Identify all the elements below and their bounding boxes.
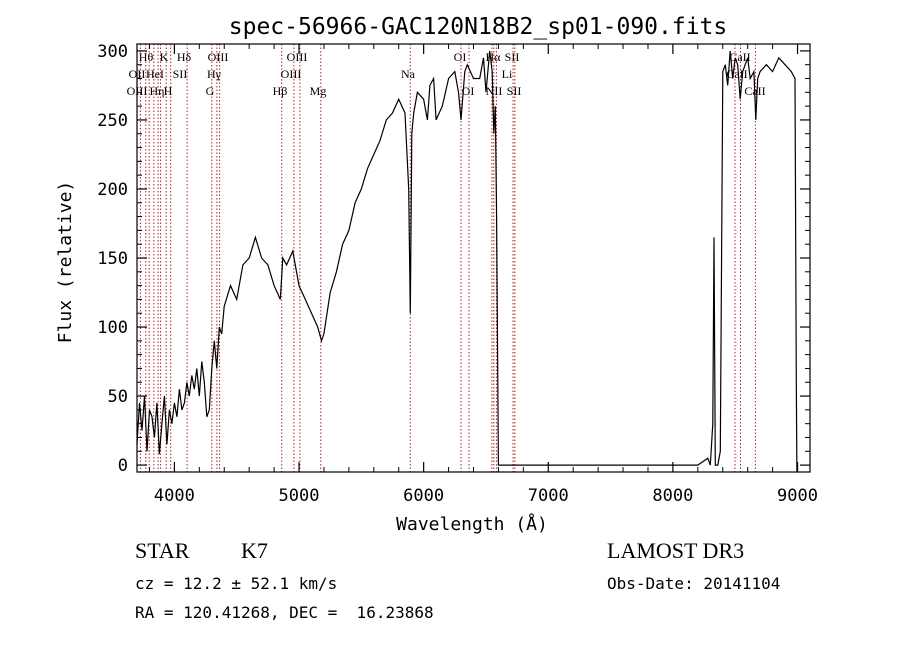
x-tick-label-7000: 7000 <box>528 486 569 506</box>
spectral-line-markers <box>139 44 756 472</box>
line-label-23: OI <box>462 84 475 98</box>
y-tick-label-50: 50 <box>108 387 128 407</box>
x-tick-label-4000: 4000 <box>154 486 195 506</box>
line-label-6: OI <box>454 50 467 64</box>
x-tick-label-9000: 9000 <box>777 486 818 506</box>
line-label-16: CaII <box>726 67 747 81</box>
line-label-0: Hθ <box>139 50 154 64</box>
y-tick-label-200: 200 <box>97 180 128 200</box>
line-label-13: Hγ <box>207 67 222 81</box>
line-label-25: SII <box>507 84 522 98</box>
spectrum-line <box>136 50 798 473</box>
x-tick-label-5000: 5000 <box>279 486 320 506</box>
y-tick-label-150: 150 <box>97 249 128 269</box>
line-label-1: K <box>160 50 169 64</box>
y-tick-label-100: 100 <box>97 318 128 338</box>
x-axis-label: Wavelength (Å) <box>396 513 548 535</box>
line-label-11: HeI <box>146 67 164 81</box>
x-axis: 4000 5000 6000 7000 8000 9000 <box>148 44 818 506</box>
line-label-3: OIII <box>208 50 229 64</box>
line-label-24: NII <box>486 84 503 98</box>
line-label-18: Hη <box>150 84 165 98</box>
x-tick-label-6000: 6000 <box>403 486 444 506</box>
y-tick-label-0: 0 <box>118 456 128 476</box>
line-label-15: Li <box>502 67 513 81</box>
redshift-readout: cz = 12.2 ± 52.1 km/s <box>135 574 338 593</box>
line-label-9: CaII <box>729 50 750 64</box>
y-tick-label-250: 250 <box>97 111 128 131</box>
y-tick-label-300: 300 <box>97 42 128 62</box>
line-label-7: Hα <box>486 50 502 64</box>
obs-date: Obs-Date: 20141104 <box>607 574 781 593</box>
object-subclass: K7 <box>241 538 268 563</box>
line-label-19: H <box>164 84 173 98</box>
line-label-8: SII <box>505 50 520 64</box>
object-class: STAR <box>135 538 190 563</box>
line-label-21: Hβ <box>273 84 288 98</box>
survey-name: LAMOST DR3 <box>607 538 745 563</box>
line-label-5: Na <box>401 67 416 81</box>
coordinates-readout: RA = 120.41268, DEC = 16.23868 <box>135 603 434 622</box>
y-axis-label: Flux (relative) <box>55 181 76 344</box>
line-label-12: SII <box>173 67 188 81</box>
plot-frame <box>136 43 811 473</box>
line-label-4: OIII <box>287 50 308 64</box>
line-label-20: G <box>206 84 215 98</box>
x-tick-label-8000: 8000 <box>652 486 693 506</box>
chart-title: spec-56966-GAC120N18B2_sp01-090.fits <box>229 14 728 40</box>
line-label-22: Mg <box>310 84 327 98</box>
y-axis: 0 50 100 150 200 250 300 <box>97 42 810 476</box>
line-label-14: OIII <box>281 67 302 81</box>
line-label-2: Hδ <box>177 50 192 64</box>
